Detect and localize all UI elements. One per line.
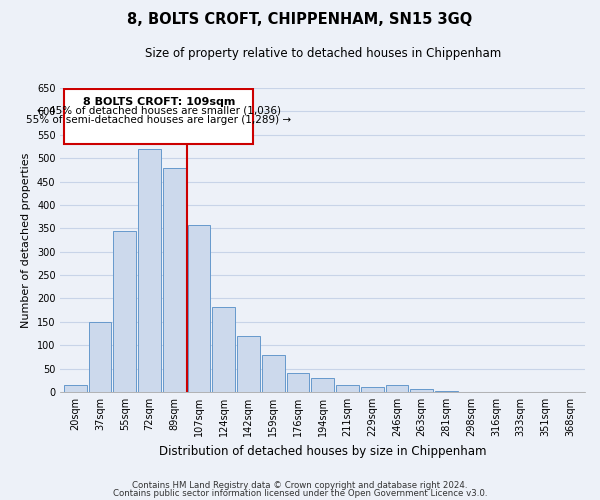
Text: ← 45% of detached houses are smaller (1,036): ← 45% of detached houses are smaller (1,… — [37, 106, 281, 116]
Bar — [237, 336, 260, 392]
Bar — [163, 168, 185, 392]
Text: Contains HM Land Registry data © Crown copyright and database right 2024.: Contains HM Land Registry data © Crown c… — [132, 481, 468, 490]
Text: 55% of semi-detached houses are larger (1,289) →: 55% of semi-detached houses are larger (… — [26, 115, 292, 125]
Bar — [386, 385, 409, 392]
Text: 8, BOLTS CROFT, CHIPPENHAM, SN15 3GQ: 8, BOLTS CROFT, CHIPPENHAM, SN15 3GQ — [127, 12, 473, 28]
Text: 8 BOLTS CROFT: 109sqm: 8 BOLTS CROFT: 109sqm — [83, 96, 235, 106]
Bar — [262, 356, 284, 392]
Bar — [336, 385, 359, 392]
Bar — [287, 373, 310, 392]
Bar — [138, 149, 161, 392]
Y-axis label: Number of detached properties: Number of detached properties — [22, 152, 31, 328]
Bar — [410, 388, 433, 392]
FancyBboxPatch shape — [64, 89, 253, 144]
Bar — [361, 388, 383, 392]
X-axis label: Distribution of detached houses by size in Chippenham: Distribution of detached houses by size … — [159, 444, 487, 458]
Title: Size of property relative to detached houses in Chippenham: Size of property relative to detached ho… — [145, 48, 501, 60]
Bar — [188, 224, 211, 392]
Bar — [212, 308, 235, 392]
Bar — [89, 322, 112, 392]
Bar — [113, 230, 136, 392]
Bar — [435, 391, 458, 392]
Bar — [64, 385, 86, 392]
Text: Contains public sector information licensed under the Open Government Licence v3: Contains public sector information licen… — [113, 488, 487, 498]
Bar — [311, 378, 334, 392]
